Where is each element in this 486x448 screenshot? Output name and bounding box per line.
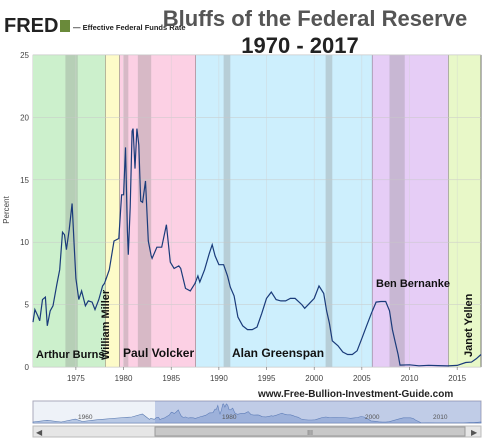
x-tick-label: 2000 <box>305 374 323 383</box>
era-band-2 <box>119 55 196 367</box>
era-label-2: Paul Volcker <box>123 346 194 360</box>
recession-band-5 <box>389 55 405 367</box>
recession-band-1 <box>123 55 129 367</box>
range-navigator[interactable]: 1960 1980 2000 2010 <box>32 400 482 424</box>
fred-logo-graph-icon <box>60 20 70 32</box>
chart-title-line2: 1970 - 2017 <box>241 33 358 58</box>
y-tick-labels: 0 5 10 15 20 25 <box>20 51 29 372</box>
scroll-left-arrow-icon[interactable]: ◀ <box>36 428 43 437</box>
era-bands <box>33 55 482 367</box>
scroll-right-arrow-icon[interactable]: ▶ <box>471 428 478 437</box>
navigator-tick-label: 2000 <box>365 414 380 421</box>
era-band-5 <box>448 55 481 367</box>
x-tick-label: 1975 <box>67 374 85 383</box>
y-axis-label: Percent <box>2 195 11 223</box>
grid-lines <box>33 54 481 368</box>
navigator-tick-label: 1960 <box>78 414 93 421</box>
y-tick-label: 15 <box>20 176 29 185</box>
y-tick-label: 10 <box>20 238 29 247</box>
fred-logo: FRED <box>4 15 58 37</box>
watermark: www.Free-Bullion-Investment-Guide.com <box>257 389 453 400</box>
x-tick-label: 1980 <box>115 374 133 383</box>
y-tick-label: 25 <box>20 51 29 60</box>
era-band-1 <box>105 55 120 367</box>
recession-band-4 <box>325 55 333 367</box>
recession-band-3 <box>223 55 231 367</box>
scrollbar-thumb-grip: III <box>307 430 313 437</box>
x-tick-label: 1995 <box>258 374 276 383</box>
recession-bands <box>65 55 405 367</box>
navigator-selection[interactable] <box>155 401 481 423</box>
x-tick-labels: 1975 1980 1985 1990 1995 2000 2005 2010 2015 <box>67 367 467 383</box>
recession-band-2 <box>137 55 152 367</box>
x-tick-label: 2005 <box>353 374 371 383</box>
era-band-3 <box>195 55 373 367</box>
y-tick-label: 20 <box>20 113 29 122</box>
era-label-3: Alan Greenspan <box>232 346 324 360</box>
chart-title-line1: Bluffs of the Federal Reserve <box>163 6 467 31</box>
navigator-tick-label: 1980 <box>222 414 237 421</box>
navigator-ticks: 1960 1980 2000 2010 <box>78 414 448 421</box>
era-band-4 <box>372 55 449 367</box>
x-tick-label: 2015 <box>448 374 466 383</box>
y-tick-label: 5 <box>25 301 30 310</box>
navigator-tick-label: 2010 <box>433 414 448 421</box>
era-label-1: William Miller <box>100 289 112 360</box>
x-tick-label: 1985 <box>162 374 180 383</box>
series-line-fed-funds-rate <box>32 128 482 367</box>
x-tick-label: 2010 <box>401 374 419 383</box>
era-label-5: Janet Yellen <box>463 293 475 357</box>
x-tick-label: 1990 <box>210 374 228 383</box>
era-band-0 <box>33 55 106 367</box>
series-label: — Effective Federal Funds Rate <box>73 23 186 32</box>
navigator-area <box>32 403 482 424</box>
scrollbar-thumb[interactable] <box>154 426 466 437</box>
navigator-scrollbar[interactable]: III ◀ ▶ <box>32 425 482 438</box>
era-label-4: Ben Bernanke <box>376 278 450 290</box>
era-label-0: Arthur Burns <box>36 349 104 361</box>
y-tick-label: 0 <box>25 363 30 372</box>
